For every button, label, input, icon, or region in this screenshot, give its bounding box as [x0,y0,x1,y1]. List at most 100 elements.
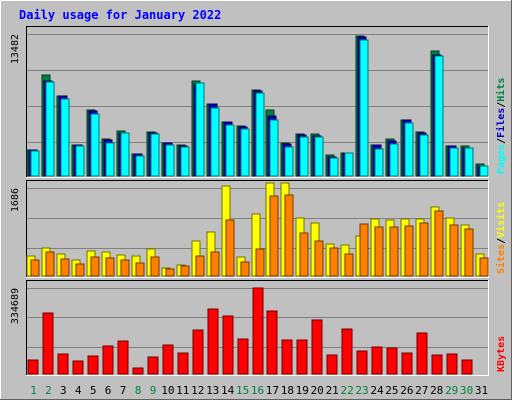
x-tick-day-15: 15 [236,384,249,397]
bar-sites-day-22 [344,253,354,277]
bar-sites-day-10 [165,268,175,277]
legend: Sites/Visits [495,202,507,274]
bar-pages-day-15 [240,128,250,177]
bar-kbytes-day-19 [296,339,308,375]
bar-sites-day-20 [314,240,324,277]
bar-sites-day-25 [389,226,399,277]
legend-entry: KBytes [496,336,507,372]
bar-kbytes-day-7 [117,340,129,375]
bar-pages-day-28 [434,55,444,177]
x-tick-day-17: 17 [266,384,279,397]
x-tick-day-4: 4 [75,384,82,397]
x-tick-day-28: 28 [430,384,443,397]
legend-entry: Files [495,108,507,138]
bar-pages-day-22 [344,152,354,177]
legend-entry: / [496,238,507,244]
x-tick-day-11: 11 [176,384,189,397]
x-tick-day-25: 25 [385,384,398,397]
legend-entry: Hits [495,78,507,102]
x-tick-day-1: 1 [30,384,37,397]
bar-pages-day-11 [180,146,190,177]
x-tick-day-24: 24 [370,384,384,397]
bar-pages-day-4 [75,145,85,177]
bar-kbytes-day-2 [42,312,54,375]
bar-kbytes-day-4 [72,360,84,375]
bar-kbytes-day-17 [266,310,278,375]
bar-kbytes-day-23 [356,350,368,375]
bar-kbytes-day-28 [431,354,443,375]
series-pages [30,39,489,177]
bar-kbytes-day-6 [102,345,114,375]
bar-pages-day-19 [299,136,309,177]
x-axis-day-labels: 1 2 3 4 5 6 7 8 9 10 11 12 13 14 15 16 17 18 19 20 21 22 23 24 2… [30,384,488,397]
bar-sites-day-26 [404,225,414,277]
bar-kbytes-day-30 [461,359,473,375]
chart-panels: 13482Pages/Files/Hits1686Sites/Visits334… [10,26,507,376]
x-tick-day-5: 5 [90,384,97,397]
bar-sites-day-8 [135,262,145,277]
bar-sites-day-21 [329,247,339,277]
x-tick-day-23: 23 [355,384,368,397]
legend-entry: Sites [495,244,507,274]
bar-sites-day-23 [359,223,369,277]
bar-pages-day-13 [210,107,220,177]
bar-sites-day-27 [419,222,429,277]
bar-pages-day-2 [45,81,55,177]
bar-kbytes-day-14 [222,315,234,375]
x-tick-day-27: 27 [415,384,428,397]
y-max-label: 334689 [10,288,21,324]
x-tick-day-21: 21 [326,384,339,397]
bar-kbytes-day-24 [371,346,383,375]
bar-kbytes-day-13 [207,308,219,375]
x-tick-day-2: 2 [45,384,52,397]
bar-pages-day-3 [60,98,70,177]
bar-pages-day-8 [135,155,145,177]
legend-entry: Visits [495,202,507,238]
bar-kbytes-day-9 [147,356,159,375]
bar-sites-day-29 [449,224,459,277]
bar-kbytes-day-27 [416,332,428,375]
x-tick-day-7: 7 [120,384,127,397]
x-tick-day-3: 3 [60,384,67,397]
bar-kbytes-day-3 [57,353,69,375]
y-max-label: 1686 [10,188,21,212]
bar-pages-day-31 [479,165,489,177]
bar-pages-day-7 [120,132,130,177]
bar-pages-day-30 [464,147,474,177]
bar-sites-day-30 [464,228,474,277]
x-tick-day-31: 31 [475,384,488,397]
bar-pages-day-20 [314,136,324,177]
bar-kbytes-day-16 [252,287,264,375]
legend-entry: Pages [496,144,507,174]
x-tick-day-9: 9 [150,384,157,397]
bar-pages-day-26 [404,122,414,177]
legend-entry: / [496,102,507,108]
bar-pages-day-16 [255,92,265,177]
x-tick-day-20: 20 [311,384,324,397]
x-tick-day-16: 16 [251,384,264,397]
x-tick-day-18: 18 [281,384,294,397]
bar-pages-day-12 [195,82,205,177]
bar-pages-day-14 [225,124,235,177]
bar-sites-day-3 [60,258,70,277]
x-tick-day-12: 12 [191,384,204,397]
bar-pages-day-1 [30,150,40,177]
bar-kbytes-day-26 [401,352,413,375]
x-tick-day-30: 30 [460,384,473,397]
x-tick-day-22: 22 [340,384,353,397]
bar-kbytes-day-29 [446,353,458,375]
bar-sites-day-12 [195,255,205,277]
bar-sites-day-9 [150,256,160,277]
bar-kbytes-day-1 [27,359,39,375]
bar-sites-day-6 [105,257,115,277]
bar-sites-day-2 [45,251,55,277]
bar-pages-day-5 [90,113,100,177]
bar-kbytes-day-10 [162,344,174,375]
bar-sites-day-5 [90,256,100,277]
chart-title: Daily usage for January 2022 [19,8,221,22]
bar-sites-day-24 [374,226,384,277]
bar-sites-day-15 [240,261,250,277]
bar-pages-day-18 [284,146,294,177]
